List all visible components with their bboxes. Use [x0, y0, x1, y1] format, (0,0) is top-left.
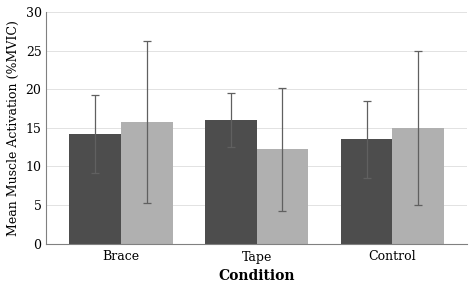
- Bar: [392, 128, 444, 244]
- Bar: [257, 149, 308, 244]
- Bar: [121, 122, 173, 244]
- X-axis label: Condition: Condition: [219, 269, 295, 283]
- Bar: [205, 120, 257, 244]
- Bar: [69, 134, 121, 244]
- Bar: [341, 139, 392, 244]
- Y-axis label: Mean Muscle Activation (%MVIC): Mean Muscle Activation (%MVIC): [7, 20, 20, 236]
